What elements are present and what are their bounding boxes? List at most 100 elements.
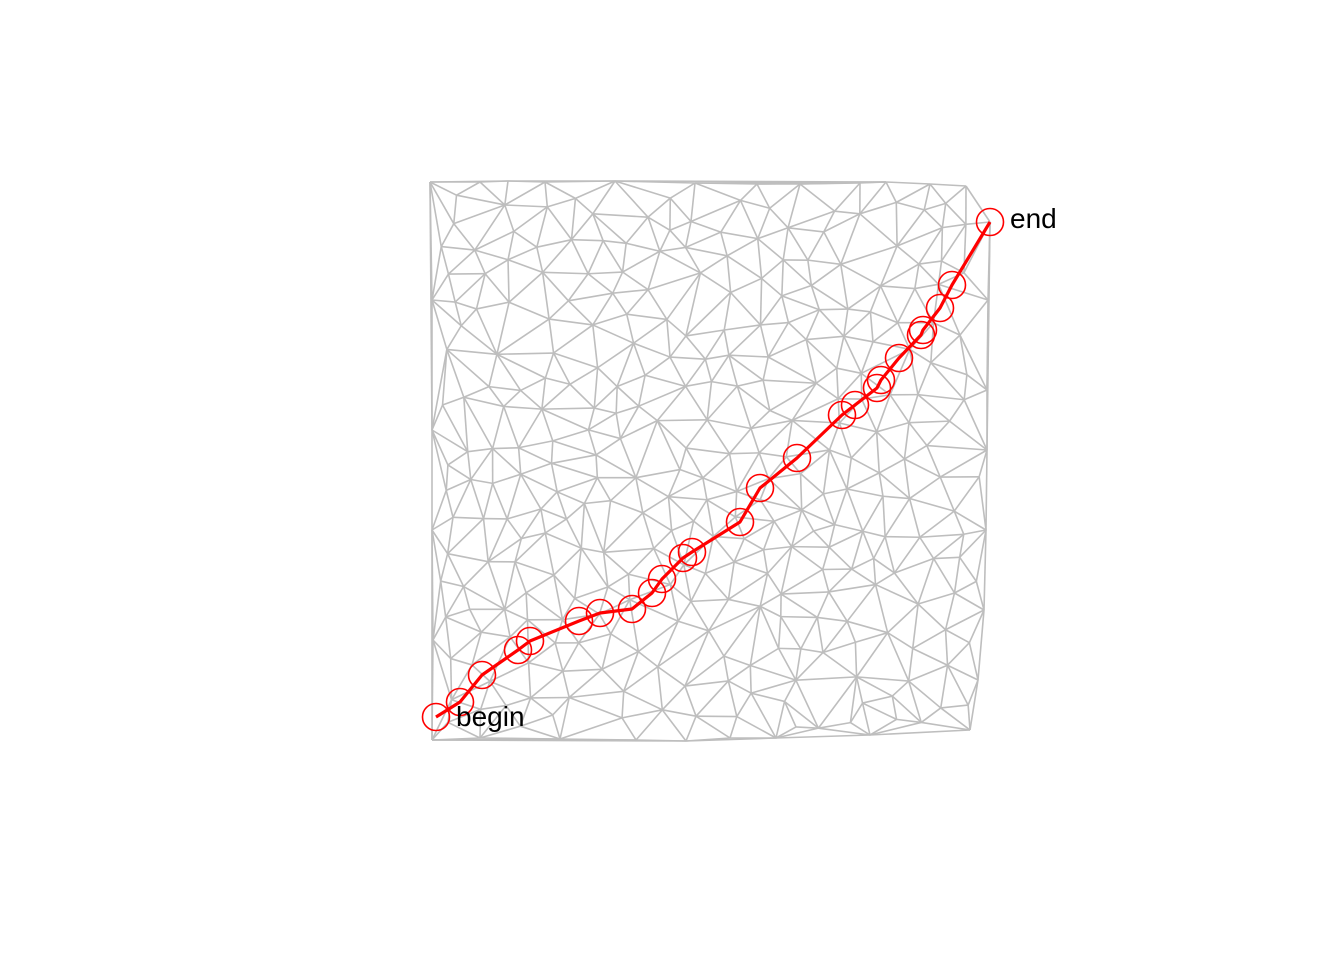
mesh-edge [474, 230, 515, 251]
mesh-edge [829, 449, 852, 459]
mesh-edge [893, 572, 919, 605]
mesh-edge [879, 285, 899, 324]
mesh-edge [885, 535, 920, 539]
mesh-edge [757, 227, 789, 240]
mesh-edge [592, 324, 634, 344]
mesh-edge [431, 429, 469, 453]
mesh-edge [491, 483, 508, 520]
mesh-edge [840, 213, 861, 265]
mesh-edge [463, 585, 506, 611]
mesh-edge [773, 520, 793, 548]
mesh-edge [735, 452, 760, 492]
mesh-edge [446, 517, 454, 554]
mesh-edge [760, 498, 802, 511]
mesh-edge [552, 352, 571, 385]
mesh-edge [730, 291, 762, 326]
mesh-edge [948, 399, 965, 422]
mesh-edge [492, 447, 522, 475]
mesh-edge [463, 385, 490, 398]
mesh-edge [807, 259, 841, 266]
mesh-edge [451, 699, 481, 711]
mesh-edge [569, 690, 624, 699]
mesh-edge [541, 383, 571, 410]
mesh-edge [551, 462, 598, 479]
mesh-edge [828, 449, 848, 490]
mesh-edge [565, 518, 582, 549]
mesh-edge [616, 342, 635, 387]
mesh-edge [963, 389, 988, 401]
mesh-edge [706, 419, 731, 455]
mesh-edge [705, 561, 735, 575]
mesh-edge [594, 407, 617, 414]
mesh-edge [693, 520, 714, 538]
mesh-edge [728, 598, 761, 608]
mesh-edge [520, 377, 546, 392]
mesh-edge [553, 324, 594, 354]
mesh-edge [667, 469, 681, 497]
mesh-edge [720, 231, 758, 240]
mesh-edge [909, 497, 955, 512]
mesh-edge [647, 216, 661, 252]
mesh-edge [570, 239, 589, 275]
mesh-edge [544, 181, 576, 200]
mesh-edge [760, 321, 789, 326]
mesh-edge [637, 650, 659, 668]
mesh-edge [835, 336, 845, 369]
mesh-edge [587, 429, 597, 456]
mesh-edge [908, 664, 948, 682]
mesh-edge [727, 680, 738, 717]
mesh-edge [781, 295, 790, 323]
path-node-marker [937, 270, 967, 300]
mesh-edge [784, 700, 819, 729]
mesh-edge [507, 259, 543, 274]
mesh-edge [839, 264, 849, 310]
mesh-edge [556, 476, 598, 493]
mesh-edge [933, 556, 960, 560]
mesh-edge [677, 620, 709, 632]
mesh-edge [723, 605, 761, 657]
mesh-edge [431, 299, 462, 327]
mesh-edge [849, 676, 858, 723]
mesh-edge [840, 245, 898, 266]
mesh-edge [945, 629, 970, 644]
mesh-edge [879, 245, 898, 287]
mesh-edge [504, 608, 528, 621]
mesh-edge [479, 705, 507, 739]
mesh-edge [940, 223, 967, 262]
mesh-edge [926, 420, 951, 447]
mesh-edge [846, 488, 864, 532]
mesh-edge [737, 379, 764, 387]
mesh-edge [846, 472, 880, 490]
mesh-edge [561, 598, 576, 621]
mesh-edge [601, 633, 612, 670]
mesh-edge [791, 398, 839, 422]
mesh-edge [620, 419, 658, 440]
mesh-edge [444, 616, 452, 659]
mesh-edge [872, 341, 910, 351]
mesh-edge [781, 284, 812, 297]
mesh-edge [669, 356, 706, 360]
mesh-edge [767, 338, 807, 358]
mesh-edge [504, 592, 527, 610]
mesh-edge [568, 292, 613, 302]
mesh-edge [953, 476, 980, 512]
mesh-edge [684, 385, 708, 421]
mesh-edge [507, 231, 515, 260]
mesh-edge [828, 591, 848, 622]
mesh-edge [878, 472, 911, 500]
mesh-edge [489, 680, 507, 707]
mesh-edge [833, 488, 848, 525]
mesh-edge [812, 530, 830, 548]
mesh-edge [787, 322, 807, 341]
mesh-edge [429, 181, 455, 225]
mesh-edge [685, 335, 706, 360]
mesh-edge [889, 394, 910, 424]
mesh-edge [637, 375, 646, 407]
mesh-edge [571, 238, 604, 242]
mesh-edge [965, 185, 991, 223]
mesh-edge [921, 721, 971, 731]
mesh-edge [817, 616, 848, 623]
mesh-edge [492, 446, 519, 450]
mesh-edge [911, 603, 919, 649]
mesh-edge [942, 223, 967, 229]
